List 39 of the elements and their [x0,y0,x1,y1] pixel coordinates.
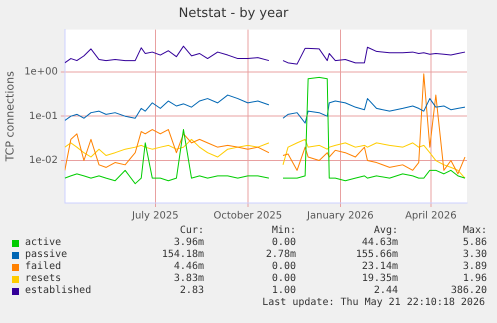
text: Last update: Thu May 21 22:10:18 2026 [261,297,485,309]
text: 2.44 [372,285,398,297]
text: 155.66m [354,249,398,261]
text: 1.00 [270,285,296,297]
text: 1.96 [462,273,487,285]
text: 386.20 [450,285,487,297]
text: 0.00 [270,237,296,249]
y-tick-label: 1e+00 [24,66,58,78]
legend-label: active [25,237,62,249]
text: 154.18m [160,249,204,261]
legend-label: established [25,285,92,297]
y-tick-label: 1e-01 [28,110,58,122]
text: Max: [462,225,487,237]
y-axis-title: TCP connections [3,70,16,162]
text: 2.83 [178,285,204,297]
text: 23.14m [360,261,398,273]
text: 5.86 [462,237,487,249]
chart-title: Netstat - by year [178,6,290,22]
text: 3.89 [462,261,487,273]
text: Cur: [178,225,204,237]
text: 0.00 [270,273,296,285]
text: 44.63m [360,237,398,249]
text: 3.83m [172,273,204,285]
text: 3.30 [462,249,487,261]
x-tick-label: April 2026 [405,210,457,222]
y-tick-label: 1e-02 [28,155,58,166]
x-tick-label: January 2026 [306,210,374,222]
text: 0.00 [270,261,296,273]
legend-label: passive [25,249,68,261]
text: Avg: [372,225,398,237]
x-tick-label: July 2025 [130,210,179,222]
text: 2.78m [264,249,296,261]
legend-label: failed [25,261,62,273]
text: 19.35m [360,273,398,285]
x-tick-label: October 2025 [213,210,282,222]
legend-label: resets [25,273,62,285]
text: Min: [270,225,296,237]
text: 4.46m [172,261,204,273]
text: 3.96m [172,237,204,249]
